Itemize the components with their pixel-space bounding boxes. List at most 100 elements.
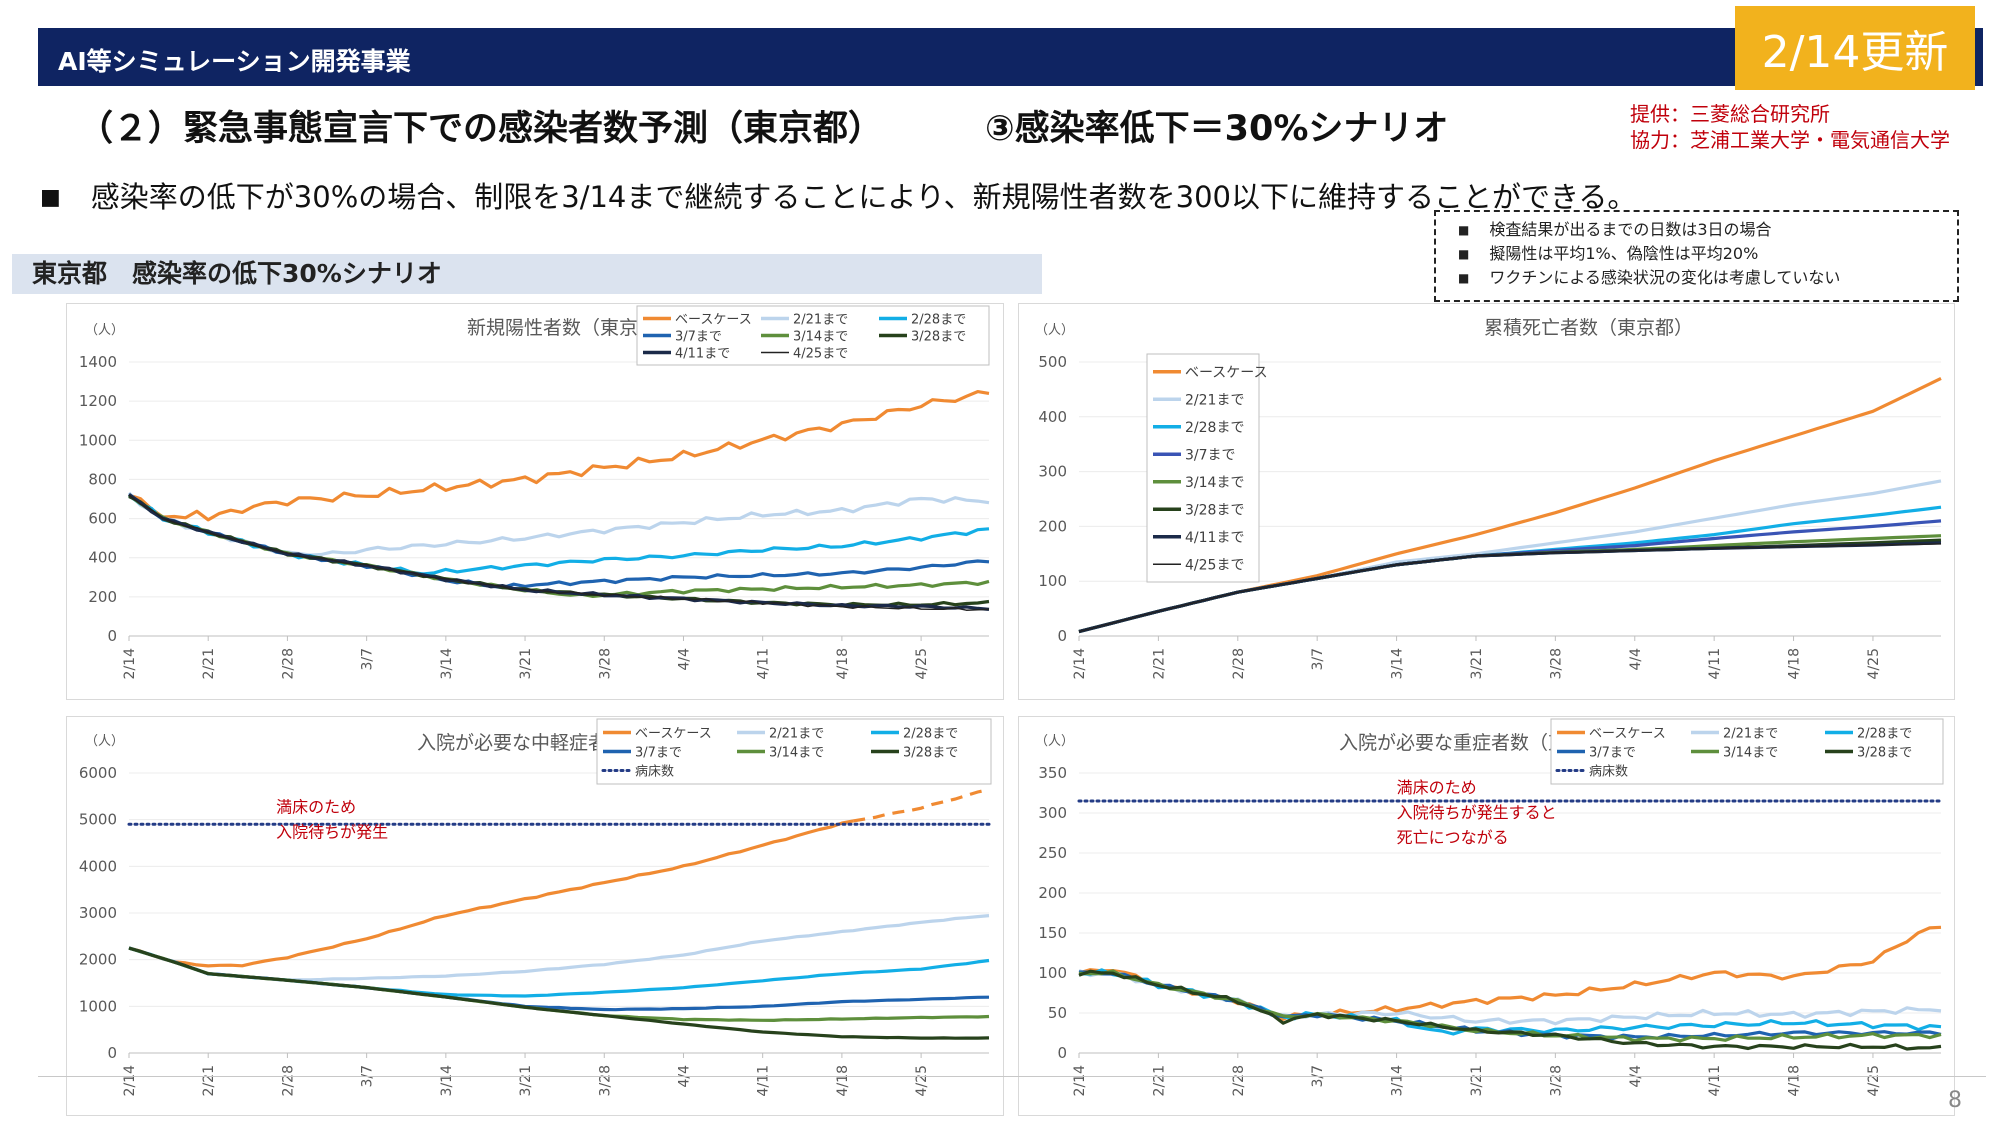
summary-bullet: ■ 感染率の低下が30%の場合、制限を3/14まで継続することにより、新規陽性者数… [40, 174, 1636, 216]
x-tick-label: 4/18 [1787, 648, 1803, 679]
legend-entry: 3/7まで [1589, 746, 1636, 761]
legend-entry: 3/14まで [1185, 475, 1244, 491]
legend-entry: 病床数 [635, 765, 674, 780]
y-tick-label: 300 [1038, 804, 1067, 822]
chart-legend [596, 718, 992, 785]
series-line [128, 495, 990, 608]
y-axis-unit-label: （人） [85, 323, 124, 338]
legend-entry: 2/21まで [793, 313, 848, 328]
x-tick-label: 3/28 [597, 648, 613, 679]
x-tick-label: 4/4 [1628, 648, 1644, 671]
x-tick-label: 4/25 [1866, 1065, 1882, 1096]
legend-entry: 2/28まで [1857, 727, 1912, 742]
series-line [128, 494, 990, 611]
legend-entry: 3/14まで [793, 330, 848, 345]
series-line [128, 389, 990, 522]
chart-panel-severe-inpatients: 0 50 100 150 200 250 300 350 （人） 2/14 2/21 2/28 3/7 3… [1018, 716, 1955, 1116]
bullet-square-icon: ■ [1458, 247, 1470, 261]
chart-annotation: 満床のため [276, 798, 356, 817]
series-line-projected [852, 787, 990, 823]
y-tick-label: 800 [88, 470, 117, 488]
page-title: （２）緊急事態宣言下での感染者数予測（東京都） [78, 109, 884, 149]
y-tick-label: 1400 [79, 353, 117, 371]
note-item: ■ ワクチンによる感染状況の変化は考慮していない [1458, 268, 1841, 287]
y-tick-label: 500 [1038, 353, 1067, 371]
x-tick-label: 3/28 [1548, 1065, 1564, 1096]
note-item: ■ 擬陽性は平均1%、偽陰性は平均20% [1458, 244, 1759, 263]
chart-panel-moderate-inpatients: 0 1000 2000 3000 4000 5000 6000 （人） 2/14 2/21 2/28… [66, 716, 1004, 1116]
footer-divider [38, 1076, 1986, 1077]
y-tick-label: 1000 [79, 997, 117, 1015]
x-tick-label: 4/25 [914, 1065, 930, 1096]
scenario-title: ③感染率低下＝30%シナリオ [985, 109, 1449, 149]
x-tick-label: 4/18 [835, 1065, 851, 1096]
x-tick-label: 3/14 [1390, 1065, 1406, 1097]
chart-annotation: 死亡につながる [1397, 828, 1509, 847]
legend-entry: 2/21まで [1185, 392, 1244, 408]
legend-entry: 3/14まで [769, 746, 824, 761]
y-tick-label: 5000 [79, 811, 117, 829]
x-tick-label: 3/28 [1548, 648, 1564, 679]
y-axis-unit-label: （人） [1035, 323, 1074, 338]
x-tick-label: 2/28 [280, 1065, 296, 1096]
legend-entry: ベースケース [1185, 365, 1268, 381]
chart-annotation: 入院待ちが発生すると [1397, 803, 1557, 822]
legend-entry: 3/7まで [1185, 447, 1236, 463]
y-tick-label: 200 [1038, 884, 1067, 902]
y-axis-unit-label: （人） [85, 734, 124, 749]
legend-entry: 3/7まで [675, 330, 722, 345]
y-tick-label: 0 [107, 1044, 117, 1062]
x-tick-label: 4/25 [914, 648, 930, 679]
series-line [1078, 543, 1942, 633]
legend-entry: 2/28まで [903, 727, 958, 742]
y-tick-label: 3000 [79, 904, 117, 922]
legend-entry: 2/21まで [1723, 727, 1778, 742]
series-line [128, 819, 854, 968]
x-tick-label: 3/7 [1310, 648, 1326, 671]
x-tick-label: 2/14 [122, 1065, 138, 1097]
y-tick-label: 250 [1038, 844, 1067, 862]
x-tick-label: 2/21 [201, 1065, 217, 1096]
summary-text: 感染率の低下が30%の場合、制限を3/14まで継続することにより、新規陽性者数を… [90, 180, 1637, 214]
x-tick-label: 2/28 [280, 648, 296, 679]
header-band-title: AI等シミュレーション開発事業 [58, 47, 411, 76]
legend-entry: 2/28まで [911, 313, 966, 328]
x-tick-label: 3/21 [1469, 1065, 1485, 1096]
x-tick-label: 3/14 [439, 648, 455, 680]
legend-entry: 3/28まで [1857, 746, 1912, 761]
chart-legend [636, 305, 990, 366]
chart-legend [1550, 718, 1944, 785]
x-tick-label: 3/21 [1469, 648, 1485, 679]
series-line [128, 946, 990, 1040]
bullet-square-icon: ■ [1458, 271, 1470, 285]
series-line [1078, 969, 1942, 1051]
chart-legend [1146, 353, 1260, 583]
x-tick-label: 4/25 [1866, 648, 1882, 679]
x-tick-label: 4/11 [756, 1065, 772, 1096]
bullet-square-icon: ■ [1458, 223, 1470, 237]
y-tick-label: 150 [1038, 924, 1067, 942]
x-tick-label: 4/18 [1787, 1065, 1803, 1096]
legend-entry: 3/28まで [911, 330, 966, 345]
y-tick-label: 100 [1038, 572, 1067, 590]
x-tick-label: 2/28 [1231, 648, 1247, 679]
chart-svg: 0 100 200 300 400 500 （人） 2/14 2/21 2/28 3/7 3/14 3/… [1035, 317, 1942, 679]
legend-entry: 4/25まで [1185, 557, 1244, 573]
credit-provider: 提供：三菱総合研究所 [1630, 102, 1830, 126]
legend-entry: 2/28まで [1185, 420, 1244, 436]
chart-svg: 0 1000 2000 3000 4000 5000 6000 （人） 2/14 2/21 2/28… [79, 718, 992, 1097]
x-tick-label: 3/21 [518, 648, 534, 679]
y-tick-label: 350 [1038, 764, 1067, 782]
y-tick-label: 0 [1057, 627, 1067, 645]
chart-panel-new-cases: 0 200 400 600 800 1000 1200 1400 （人） 2/14 2/21 2/28… [66, 303, 1004, 700]
y-axis-unit-label: （人） [1035, 734, 1074, 749]
legend-entry: ベースケース [635, 727, 712, 742]
credit-cooperation: 協力：芝浦工業大学・電気通信大学 [1630, 128, 1950, 152]
y-tick-label: 4000 [79, 857, 117, 875]
x-tick-label: 3/7 [360, 648, 376, 671]
chart-annotation: 入院待ちが発生 [276, 823, 388, 842]
x-tick-label: 2/14 [122, 648, 138, 680]
x-tick-label: 2/21 [1151, 1065, 1167, 1096]
y-tick-label: 6000 [79, 764, 117, 782]
